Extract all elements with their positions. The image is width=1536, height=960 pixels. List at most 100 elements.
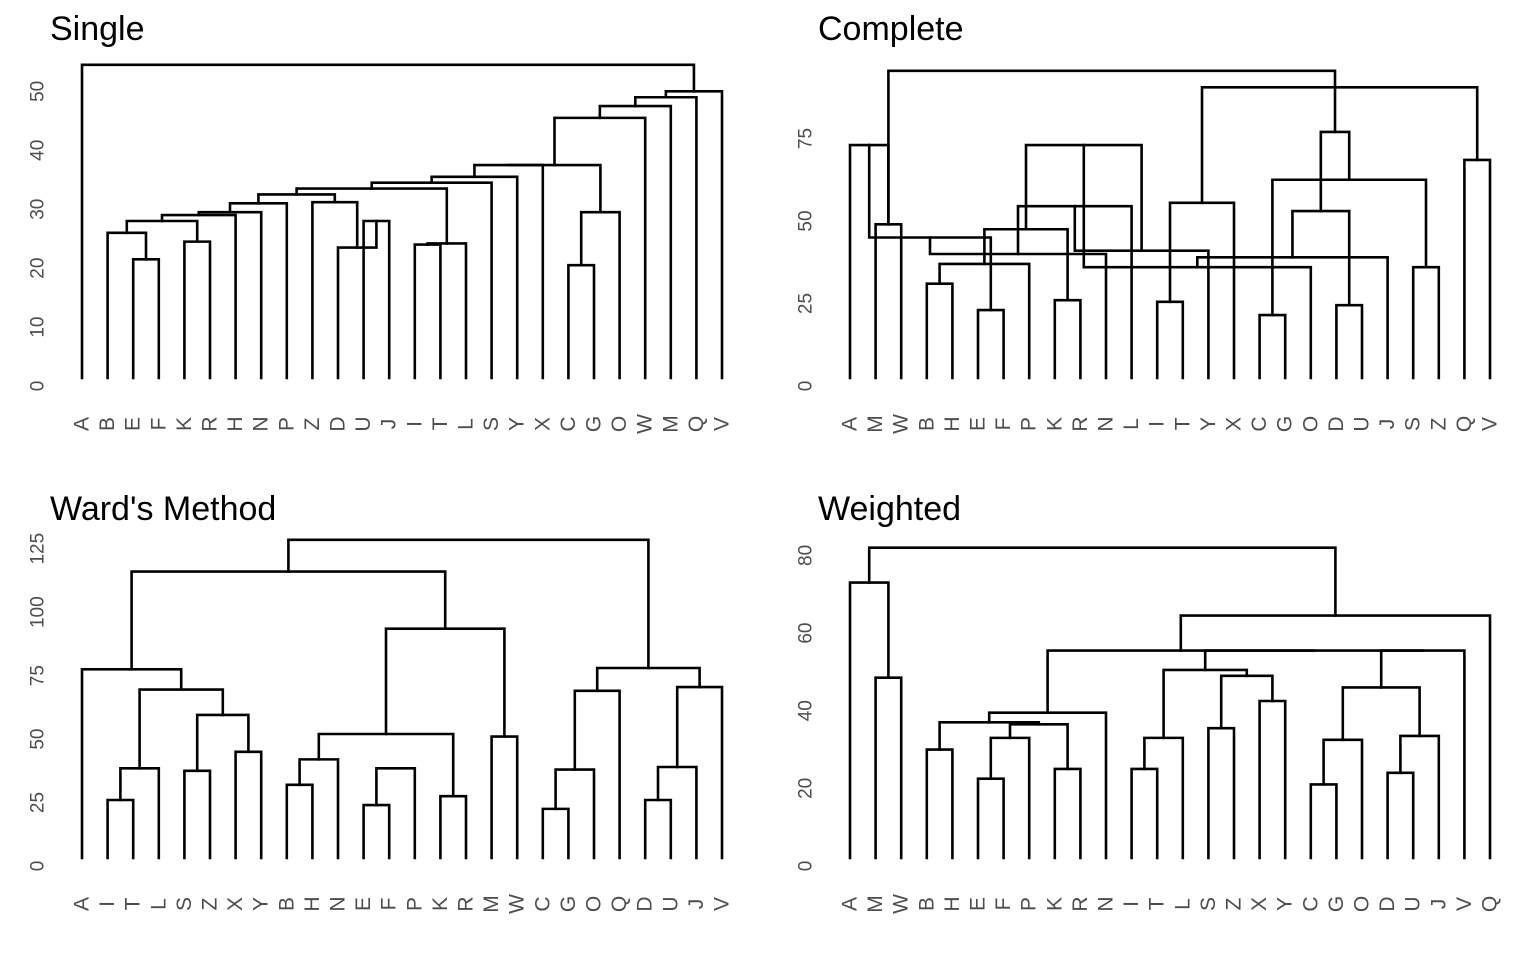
y-tick-label: 40 <box>796 700 817 721</box>
dendrogram-link <box>925 748 954 860</box>
leaf-label: I <box>1120 901 1143 907</box>
dendrogram-link <box>285 783 314 860</box>
y-tick-label: 60 <box>796 622 817 643</box>
dendrogram-link <box>1053 767 1082 860</box>
leaf-label: E <box>352 897 375 911</box>
chart-title: Ward's Method <box>50 490 276 528</box>
leaf-label: S <box>480 417 503 431</box>
dendrogram-link <box>541 807 570 860</box>
leaf-label: R <box>1069 416 1092 431</box>
leaf-label: X <box>531 417 554 431</box>
leaf-label: O <box>1351 896 1374 912</box>
dendrogram-link <box>989 736 1031 860</box>
leaf-label: J <box>1376 419 1399 430</box>
y-tick-label: 40 <box>28 140 49 161</box>
dendrogram-link <box>125 219 199 243</box>
dendrogram-link <box>987 711 1108 860</box>
dendrogram-link <box>311 200 359 380</box>
y-tick-label: 0 <box>28 861 49 872</box>
dendrogram-link <box>426 242 468 380</box>
leaf-label: N <box>1095 416 1118 431</box>
dendrogram-link <box>925 282 954 380</box>
dendrogram-link <box>1168 201 1236 380</box>
leaf-label: O <box>1299 416 1322 432</box>
leaf-label: Z <box>199 897 222 910</box>
leaf-label: B <box>96 417 119 431</box>
y-tick-label: 25 <box>796 293 817 314</box>
dendrogram-link <box>507 163 602 214</box>
leaf-label: V <box>711 897 734 911</box>
dendrogram-link <box>579 210 621 380</box>
leaf-label: W <box>634 414 657 434</box>
leaf-label: P <box>275 417 298 431</box>
leaf-label: Q <box>1453 416 1476 432</box>
leaf-label: Q <box>1479 896 1502 912</box>
leaf-label: B <box>915 417 938 431</box>
leaf-label: Z <box>301 417 324 430</box>
y-tick-label: 75 <box>796 128 817 149</box>
leaf-label: Z <box>1427 417 1450 430</box>
dendrogram-link <box>138 688 225 770</box>
y-tick-label: 20 <box>28 258 49 279</box>
dendrogram-link <box>183 240 212 380</box>
dendrogram-link <box>938 721 1041 751</box>
leaf-label: W <box>890 414 913 434</box>
leaf-label: O <box>608 416 631 432</box>
y-tick-label: 50 <box>796 210 817 231</box>
leaf-label: I <box>1146 421 1169 427</box>
leaf-label: V <box>1479 417 1502 431</box>
dendrogram-link <box>573 689 621 860</box>
dendrogram-link <box>1053 298 1082 380</box>
chart-title: Weighted <box>818 490 961 528</box>
leaf-label: D <box>1376 896 1399 911</box>
dendrogram-link <box>106 231 148 380</box>
dendrogram-link <box>1399 734 1441 860</box>
dendrogram-link <box>1200 86 1479 205</box>
dendrogram-link <box>375 766 417 860</box>
leaf-label: P <box>1018 897 1041 911</box>
leaf-label: M <box>480 895 503 913</box>
dendrogram-link <box>664 90 724 380</box>
dendrogram-link <box>1046 649 1316 714</box>
leaf-label: Y <box>506 417 529 431</box>
leaf-label: A <box>839 417 862 431</box>
dendrogram-link <box>1322 738 1364 860</box>
dendrogram-link <box>183 769 212 860</box>
leaf-label: Y <box>250 897 273 911</box>
leaf-label: C <box>557 416 580 431</box>
leaf-label: N <box>327 896 350 911</box>
leaf-label: J <box>685 899 708 910</box>
leaf-label: K <box>429 897 452 911</box>
leaf-label: N <box>1095 896 1118 911</box>
dendrogram-link <box>976 308 1005 380</box>
leaf-label: T <box>122 897 145 910</box>
y-tick-label: 50 <box>28 729 49 750</box>
leaf-label: F <box>147 418 170 431</box>
dendrogram-link <box>80 63 696 380</box>
leaf-label: J <box>378 419 401 430</box>
leaf-label: G <box>1274 416 1297 432</box>
leaf-label: M <box>864 415 887 433</box>
leaf-label: S <box>1197 897 1220 911</box>
leaf-label: L <box>147 898 170 910</box>
dendrogram-link <box>1143 736 1185 860</box>
dendrogram-link <box>130 570 447 671</box>
y-tick-label: 0 <box>28 381 49 392</box>
dendrogram-link <box>413 243 442 380</box>
leaf-label: E <box>967 897 990 911</box>
leaf-label: U <box>659 896 682 911</box>
dendrogram-link <box>1379 649 1466 860</box>
leaf-label: F <box>992 898 1015 911</box>
leaf-label: K <box>1043 417 1066 431</box>
dendrogram-link <box>197 210 263 380</box>
leaf-label: U <box>1351 416 1374 431</box>
chart-title: Single <box>50 10 145 48</box>
leaf-label: M <box>659 415 682 433</box>
dendrogram-link <box>287 538 650 670</box>
leaf-label: W <box>506 894 529 914</box>
dendrogram-link <box>643 798 673 860</box>
dendrogram-link <box>490 735 519 860</box>
dendrogram-link <box>874 676 903 860</box>
leaf-label: V <box>711 417 734 431</box>
leaf-label: P <box>1018 417 1041 431</box>
